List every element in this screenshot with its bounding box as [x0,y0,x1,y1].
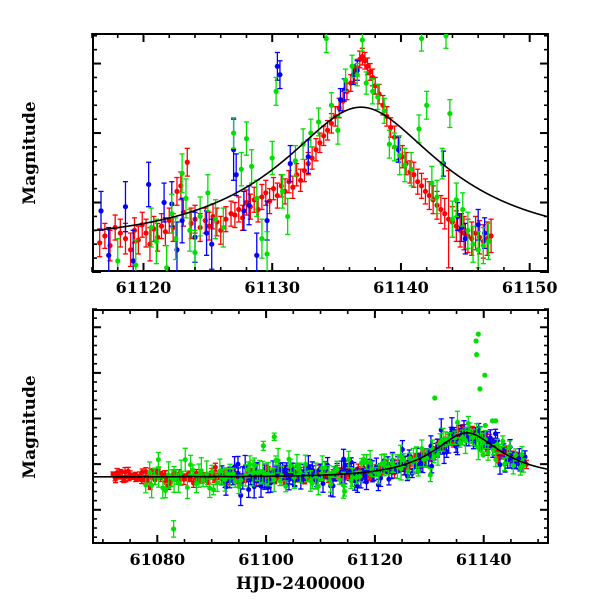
model-curve [93,106,548,232]
x-tick-label: 61130 [244,278,301,297]
bottom-panel-y-axis-label: Magnitude [20,374,40,479]
bottom-panel-x-axis-label: HJD-2400000 [235,574,366,594]
x-tick-label: 61140 [455,550,512,569]
x-tick-label: 61100 [238,550,294,569]
x-tick-label: 61140 [373,278,429,297]
x-tick-label: 61120 [115,278,172,297]
x-tick-label: 61120 [347,550,403,569]
model-curve [93,432,548,478]
x-tick-label: 61080 [129,550,186,569]
x-tick-label: 61150 [501,278,558,297]
